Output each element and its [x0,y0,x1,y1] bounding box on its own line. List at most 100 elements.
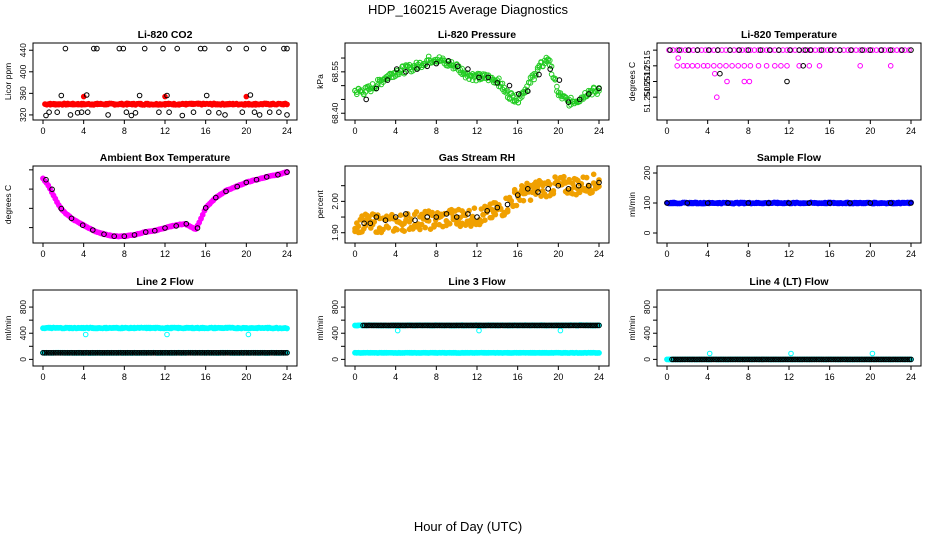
data-point [717,356,724,363]
data-point [131,350,138,356]
data-point [859,47,866,53]
data-point [826,200,833,206]
data-point [734,356,741,363]
data-point [557,327,564,334]
data-point [825,356,832,363]
data-point [150,350,157,356]
x-tick-label: 20 [241,249,251,259]
data-point [253,176,260,183]
data-point [678,47,685,53]
panel-title: Li-820 Temperature [741,29,837,41]
data-point [675,55,682,61]
x-tick-label: 4 [81,372,86,382]
x-tick-label: 12 [472,249,482,259]
x-tick-label: 8 [746,126,751,136]
data-point [221,350,227,356]
data-point [837,47,843,53]
y-tick-label: 68.55 [330,61,340,83]
data-point [596,322,602,329]
data-point [489,214,495,221]
x-tick-label: 8 [122,372,127,382]
data-point [747,63,754,69]
y-tick-label: 0 [18,357,28,362]
data-point [465,66,471,72]
data-point [566,176,573,183]
data-point [769,356,775,363]
data-point [453,214,460,220]
data-point [765,200,772,206]
x-tick-label: 4 [81,249,86,259]
series-cyan-low [352,349,602,356]
data-point [108,350,115,356]
data-point [817,356,823,363]
x-tick-label: 16 [825,249,835,259]
panel-title: Li-820 CO2 [138,29,193,41]
x-tick-label: 16 [201,126,211,136]
series-raw [352,53,602,109]
data-point [163,350,169,356]
data-point [119,350,125,356]
data-point [887,200,894,206]
x-tick-label: 16 [513,126,523,136]
data-point [268,350,275,356]
data-point [694,63,701,69]
y-tick-label: 400 [642,326,652,340]
y-tick-label: 400 [330,326,340,340]
data-point [187,350,194,356]
data-point [778,63,784,69]
data-point [202,205,209,211]
data-point [106,350,113,356]
data-point [685,47,692,53]
x-tick-label: 12 [784,126,794,136]
x-tick-label: 24 [594,372,604,382]
y-tick-label: 440 [18,43,28,57]
y-tick-label: 2.00 [330,193,340,210]
data-point [471,205,478,211]
data-point [473,77,479,84]
data-point [367,220,374,227]
data-point [263,174,270,180]
x-tick-label: 20 [553,126,563,136]
data-point [98,350,104,356]
y-tick-label: 0 [330,357,340,362]
data-point [861,47,868,53]
data-point [210,350,217,356]
data-point [68,350,74,356]
panel-ambient: Ambient Box Temperature degrees C 0 4 8 12 16 2… [3,152,298,259]
data-point [228,350,234,356]
data-point [251,109,258,115]
data-point [586,322,592,329]
data-point [50,350,57,356]
y-axis-label: degrees C [627,62,637,101]
panel-title: Ambient Box Temperature [100,152,231,164]
data-point [723,63,729,69]
data-point [85,350,92,356]
data-point [548,63,555,70]
data-point [707,356,713,363]
data-point [162,225,168,231]
data-point [277,350,283,356]
data-point [261,350,268,356]
data-point [667,47,673,53]
panel-line2: Line 2 Flow ml/min 0 4 8 12 16 20 24 0 400 800 [3,276,298,382]
data-point [445,58,452,64]
data-point [576,96,583,103]
data-point [745,200,752,206]
data-point [233,350,239,356]
data-point [706,350,713,357]
data-point [474,214,480,220]
data-point [774,356,780,363]
data-point [270,350,276,356]
data-point [68,215,75,222]
data-point [530,322,536,329]
data-point [149,350,155,356]
plot-frame [32,42,298,121]
data-point [515,91,522,97]
data-point [170,350,176,356]
data-point [284,325,290,332]
data-point [485,74,492,81]
data-point [519,322,526,329]
data-point [729,356,736,363]
x-tick-label: 0 [352,372,357,382]
data-point [78,350,85,356]
